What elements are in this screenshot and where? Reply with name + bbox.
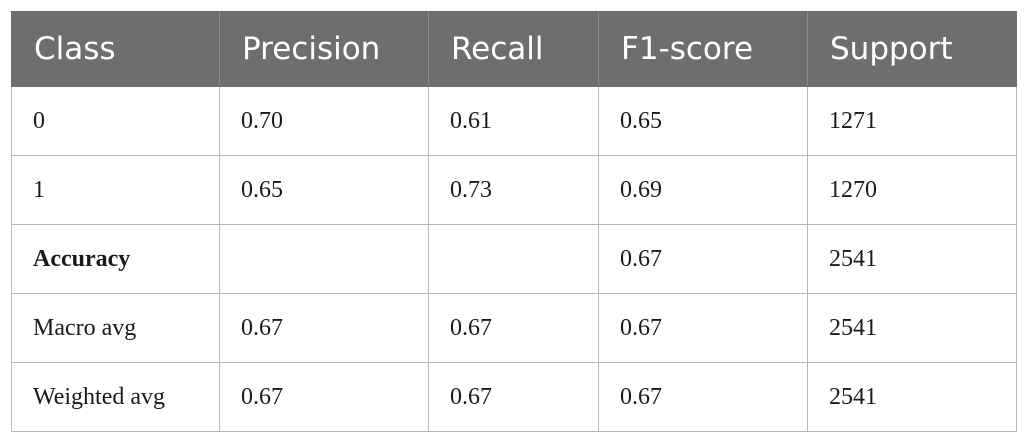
cell-class: 0 [11, 86, 220, 156]
header-row: Class Precision Recall F1-score Support [11, 11, 1017, 87]
cell-precision: 0.70 [219, 86, 429, 156]
cell-precision [219, 224, 429, 294]
cell-recall [428, 224, 599, 294]
cell-class: Accuracy [11, 224, 220, 294]
header-recall: Recall [428, 11, 599, 87]
cell-recall: 0.73 [428, 155, 599, 225]
cell-f1-score: 0.67 [598, 293, 808, 363]
cell-support: 2541 [807, 224, 1017, 294]
cell-class: Weighted avg [11, 362, 220, 432]
cell-precision: 0.67 [219, 293, 429, 363]
header-f1-score: F1-score [598, 11, 808, 87]
cell-support: 1271 [807, 86, 1017, 156]
cell-precision: 0.67 [219, 362, 429, 432]
cell-recall: 0.61 [428, 86, 599, 156]
table-row: 1 0.65 0.73 0.69 1270 [11, 155, 1017, 225]
cell-recall: 0.67 [428, 293, 599, 363]
cell-support: 1270 [807, 155, 1017, 225]
cell-class: Macro avg [11, 293, 220, 363]
cell-f1-score: 0.67 [598, 362, 808, 432]
table-row: Accuracy 0.67 2541 [11, 224, 1017, 294]
cell-precision: 0.65 [219, 155, 429, 225]
table-row: Macro avg 0.67 0.67 0.67 2541 [11, 293, 1017, 363]
cell-recall: 0.67 [428, 362, 599, 432]
cell-f1-score: 0.65 [598, 86, 808, 156]
table-row: 0 0.70 0.61 0.65 1271 [11, 86, 1017, 156]
table-header: Class Precision Recall F1-score Support [11, 11, 1017, 87]
cell-class: 1 [11, 155, 220, 225]
header-precision: Precision [219, 11, 429, 87]
table-row: Weighted avg 0.67 0.67 0.67 2541 [11, 362, 1017, 432]
header-support: Support [807, 11, 1017, 87]
cell-f1-score: 0.69 [598, 155, 808, 225]
cell-support: 2541 [807, 293, 1017, 363]
cell-f1-score: 0.67 [598, 224, 808, 294]
table-body: 0 0.70 0.61 0.65 1271 1 0.65 0.73 0.69 1… [11, 86, 1017, 432]
classification-report-table: Class Precision Recall F1-score Support … [11, 11, 1017, 432]
header-class: Class [11, 11, 220, 87]
cell-support: 2541 [807, 362, 1017, 432]
